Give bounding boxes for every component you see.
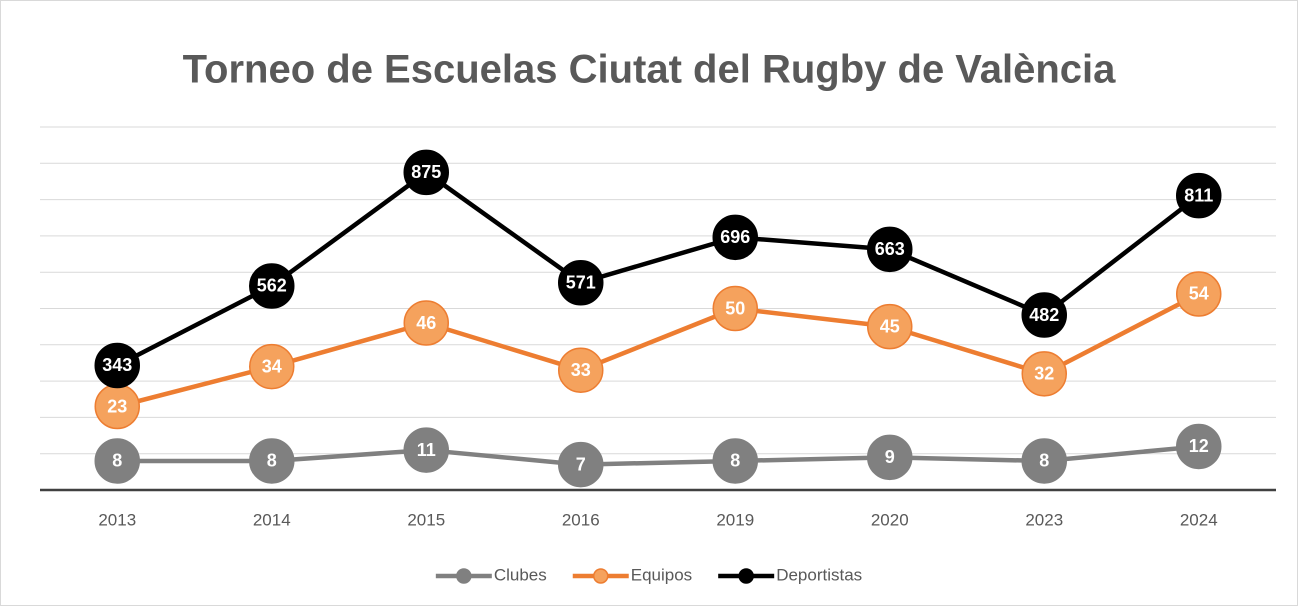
legend: Clubes Equipos Deportistas [435,565,862,584]
data-label: 54 [1189,284,1209,304]
series-line [117,444,1199,467]
x-tick-label: 2013 [98,510,136,529]
data-label: 11 [417,440,436,460]
legend-label: Clubes [494,565,547,584]
marker [1176,172,1222,219]
data-label: 8 [267,451,277,471]
data-label: 32 [1034,364,1054,384]
marker [558,259,604,306]
marker [1021,438,1067,484]
data-label: 7 [576,454,586,474]
marker [712,285,758,332]
marker [1021,292,1067,338]
legend-marker [593,568,609,584]
marker [249,438,295,484]
data-label: 50 [725,298,745,318]
marker [94,342,140,389]
marker [403,149,449,196]
marker [249,343,295,390]
data-label: 23 [107,396,127,416]
legend-label: Equipos [631,565,692,584]
marker [1021,351,1067,397]
data-label: 45 [880,316,900,336]
legend-marker [456,568,472,584]
data-label: 343 [102,355,132,375]
data-label: 663 [875,239,905,259]
x-tick-label: 2016 [562,510,600,529]
data-label: 9 [885,447,895,467]
data-label: 8 [1039,451,1049,471]
x-tick-label: 2019 [716,510,754,529]
legend-marker [738,568,754,584]
data-label: 875 [411,162,441,182]
data-label: 8 [112,451,122,471]
series-line [116,170,1201,368]
marker [712,438,758,484]
marker [1176,271,1222,317]
x-tick-label: 2023 [1025,510,1063,529]
marker [867,226,913,273]
marker [558,441,604,488]
x-tick-label: 2024 [1180,510,1218,529]
data-label: 34 [262,356,282,376]
x-tick-label: 2014 [253,510,291,529]
data-label: 12 [1189,436,1209,456]
marker [1176,423,1222,470]
data-label: 562 [257,276,287,296]
marker [94,438,140,484]
data-label: 696 [720,227,750,247]
legend-label: Deportistas [776,565,862,584]
marker [867,434,913,481]
data-label: 8 [730,451,740,471]
data-label: 46 [416,313,436,333]
marker [712,214,758,261]
marker [403,300,449,346]
chart-title: Torneo de Escuelas Ciutat del Rugby de V… [183,48,1117,92]
marker [403,427,449,473]
marker [558,347,604,393]
series-line [116,291,1200,409]
data-label: 571 [566,272,596,292]
data-label: 33 [571,360,591,380]
x-tick-label: 2020 [871,510,909,529]
data-label: 811 [1184,185,1213,205]
x-tick-label: 2015 [407,510,445,529]
data-label: 482 [1029,305,1059,325]
marker [249,263,295,309]
marker [867,303,913,350]
